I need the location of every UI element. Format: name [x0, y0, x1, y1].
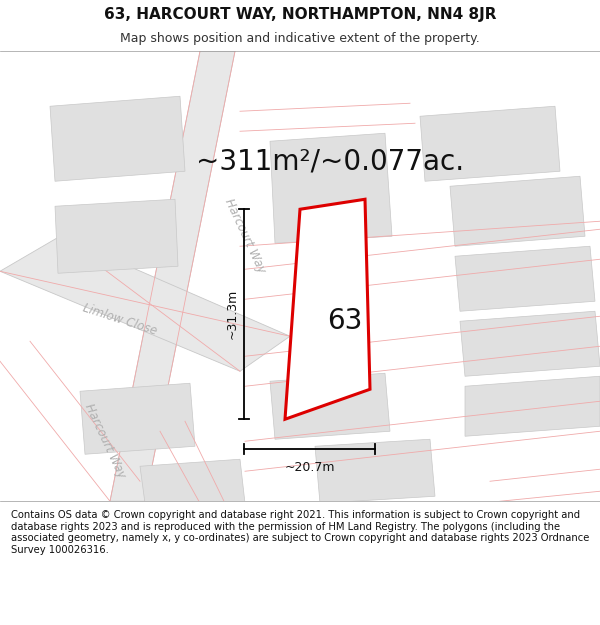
Polygon shape: [50, 96, 185, 181]
Polygon shape: [270, 133, 392, 243]
Text: Harcourt Way: Harcourt Way: [82, 402, 128, 481]
Polygon shape: [420, 106, 560, 181]
Text: Map shows position and indicative extent of the property.: Map shows position and indicative extent…: [120, 32, 480, 45]
Polygon shape: [450, 176, 585, 246]
Polygon shape: [140, 459, 245, 503]
Polygon shape: [110, 51, 235, 501]
Polygon shape: [55, 199, 178, 273]
Polygon shape: [0, 236, 290, 371]
Text: ~31.3m: ~31.3m: [226, 289, 239, 339]
Polygon shape: [270, 373, 390, 439]
Polygon shape: [285, 199, 370, 419]
Text: 63, HARCOURT WAY, NORTHAMPTON, NN4 8JR: 63, HARCOURT WAY, NORTHAMPTON, NN4 8JR: [104, 7, 496, 22]
Text: Limlow Close: Limlow Close: [81, 301, 159, 338]
Polygon shape: [465, 376, 600, 436]
Polygon shape: [80, 383, 195, 454]
Text: Contains OS data © Crown copyright and database right 2021. This information is : Contains OS data © Crown copyright and d…: [11, 510, 589, 555]
Polygon shape: [460, 311, 600, 376]
Polygon shape: [0, 51, 600, 501]
Text: ~311m²/~0.077ac.: ~311m²/~0.077ac.: [196, 148, 464, 175]
Polygon shape: [455, 246, 595, 311]
Text: ~20.7m: ~20.7m: [284, 461, 335, 474]
Text: 63: 63: [328, 308, 362, 335]
Text: Harcourt Way: Harcourt Way: [222, 197, 268, 276]
Polygon shape: [315, 439, 435, 503]
